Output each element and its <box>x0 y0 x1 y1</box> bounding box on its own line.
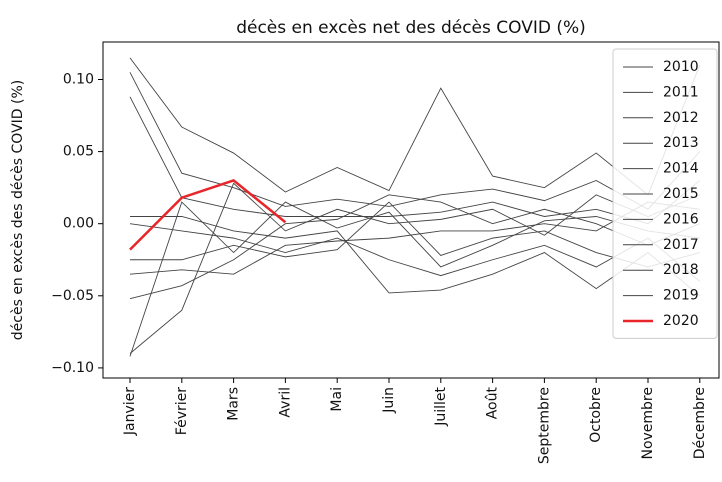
legend-box <box>612 48 718 339</box>
legend-label: 2013 <box>663 135 699 151</box>
legend-label: 2012 <box>663 110 699 126</box>
series-line <box>129 223 701 282</box>
y-tick-label: 0.00 <box>63 216 94 232</box>
series-line <box>130 201 700 268</box>
series-line <box>129 57 701 196</box>
x-tick-label: Août <box>485 386 501 419</box>
y-tick-label: −0.05 <box>51 288 94 304</box>
x-tick-label: Novembre <box>640 387 656 460</box>
y-tick-label: −0.10 <box>51 360 94 376</box>
legend-label: 2015 <box>663 186 699 202</box>
series-line <box>130 216 701 297</box>
series-line <box>129 201 700 275</box>
x-tick-label: Avril <box>277 387 293 418</box>
chart-title: décès en excès net des décès COVID (%) <box>236 18 586 38</box>
x-tick-label: Mars <box>226 387 242 421</box>
legend-label: 2014 <box>663 161 699 177</box>
x-tick-label: Décembre <box>692 387 708 459</box>
plot-frame <box>102 41 720 379</box>
legend-label: 2018 <box>663 262 699 278</box>
legend-label: 2020 <box>663 313 699 329</box>
x-tick-label: Mai <box>329 387 345 412</box>
y-axis-label: décès en excès des décès COVID (%) <box>10 80 26 340</box>
x-tick-label: Janvier <box>122 387 138 436</box>
legend-label: 2019 <box>663 288 699 304</box>
x-tick-label: Septembre <box>536 387 552 464</box>
series-line <box>129 72 701 210</box>
y-tick-label: 0.05 <box>63 144 94 160</box>
y-tick-label: 0.10 <box>63 71 94 87</box>
legend-label: 2010 <box>663 59 699 75</box>
series-line <box>129 179 287 251</box>
x-tick-label: Février <box>174 387 190 435</box>
series-line <box>129 194 700 300</box>
series-line <box>129 182 700 354</box>
x-tick-label: Juillet <box>433 386 449 426</box>
series-line <box>129 201 700 357</box>
legend-label: 2016 <box>663 211 699 227</box>
series-line <box>129 96 701 225</box>
x-tick-label: Juin <box>381 387 397 414</box>
legend-label: 2011 <box>663 84 699 100</box>
x-tick-label: Octobre <box>588 387 604 443</box>
legend-label: 2017 <box>663 237 699 253</box>
